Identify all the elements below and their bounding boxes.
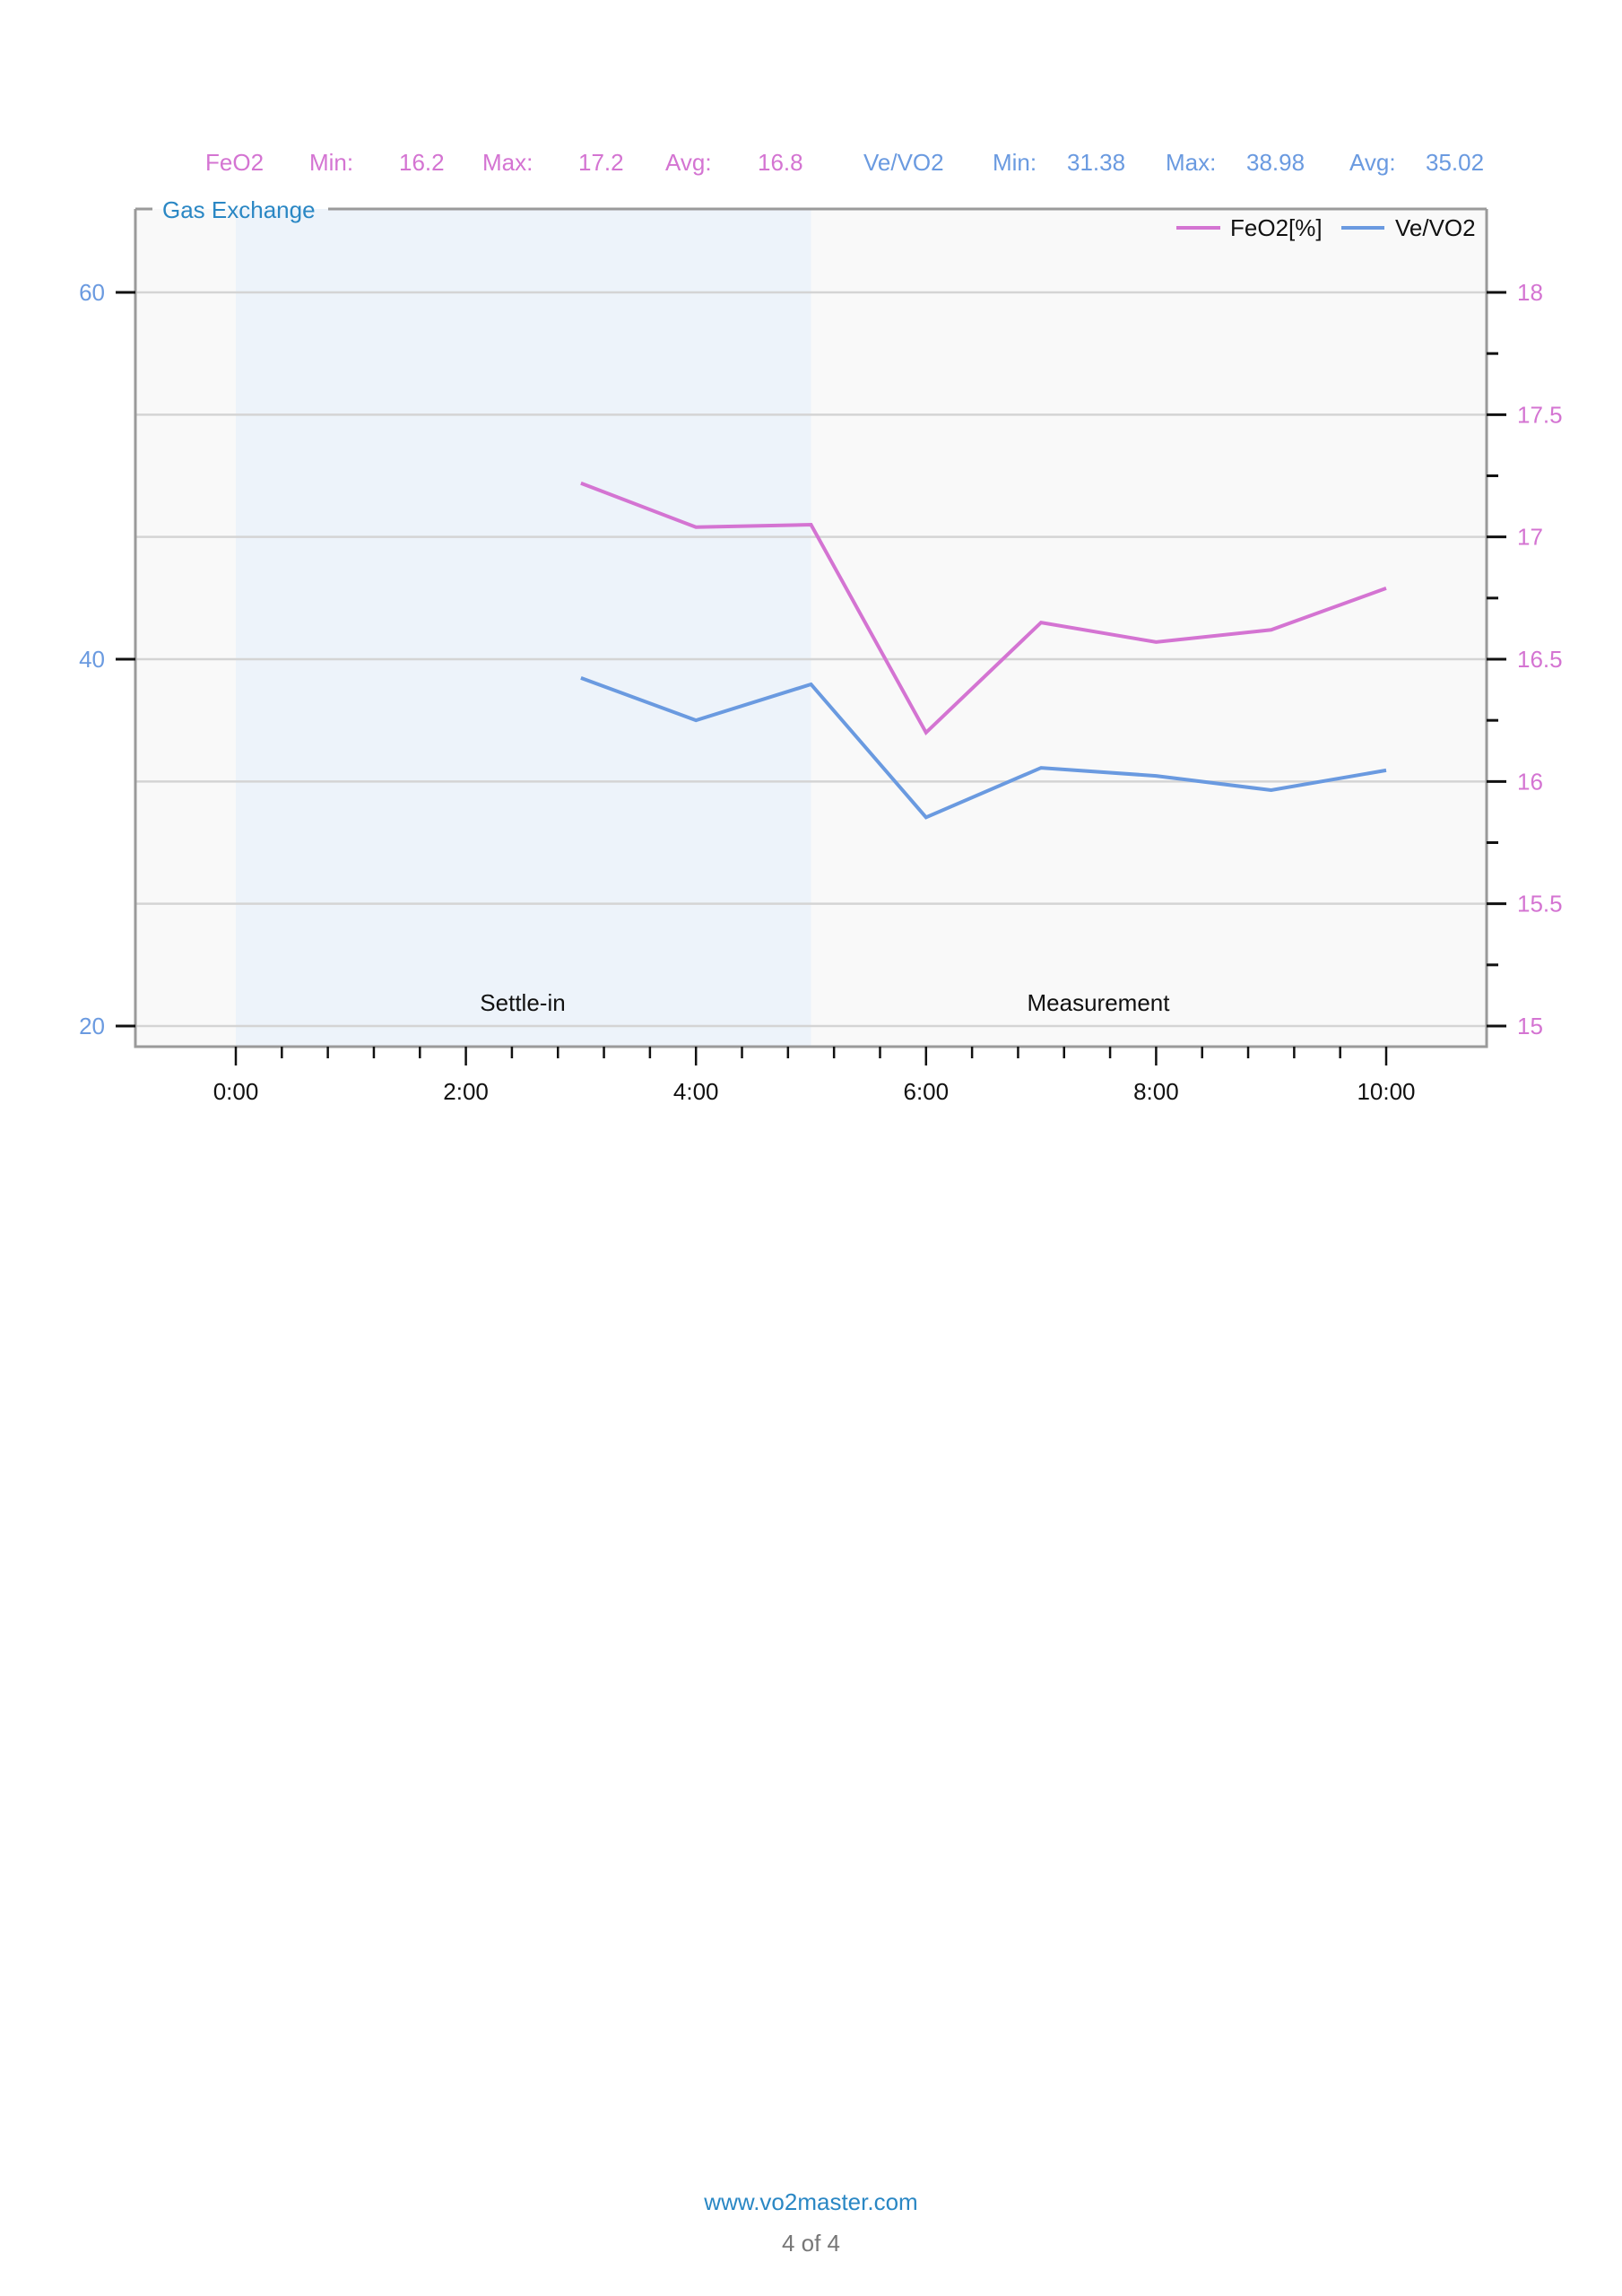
y-right-tick-label: 15: [1517, 1013, 1543, 1039]
stats-header: FeO2 Min: 16.2 Max: 17.2 Avg: 16.8 Ve/VO…: [205, 149, 1484, 176]
x-tick-label: 2:00: [443, 1078, 489, 1105]
settle-in-shade: [236, 209, 811, 1047]
vevo2-max-label: Max:: [1166, 149, 1216, 176]
phase-label: Settle-in: [480, 989, 565, 1016]
vevo2-stats-name: Ve/VO2: [863, 149, 944, 176]
feo2-min-value: 16.2: [399, 149, 445, 176]
x-tick-label: 6:00: [903, 1078, 949, 1105]
vevo2-stats: Ve/VO2 Min: 31.38 Max: 38.98 Avg: 35.02: [863, 149, 1484, 176]
phase-label: Measurement: [1028, 989, 1171, 1016]
y-right-tick-label: 17.5: [1517, 401, 1563, 428]
y-right-tick-label: 18: [1517, 279, 1543, 306]
feo2-avg-label: Avg:: [665, 149, 712, 176]
feo2-max-label: Max:: [482, 149, 533, 176]
vevo2-max-value: 38.98: [1246, 149, 1305, 176]
page-number: 4 of 4: [781, 2230, 841, 2257]
y-right-tick-label: 16.5: [1517, 646, 1563, 673]
feo2-max-value: 17.2: [578, 149, 624, 176]
legend: FeO2[%] Ve/VO2: [1176, 214, 1476, 241]
gas-exchange-chart: FeO2 Min: 16.2 Max: 17.2 Avg: 16.8 Ve/VO…: [79, 149, 1563, 1105]
feo2-min-label: Min:: [309, 149, 353, 176]
legend-vevo2-label: Ve/VO2: [1395, 214, 1476, 241]
x-tick-label: 10:00: [1357, 1078, 1415, 1105]
y-left-tick-label: 60: [79, 279, 105, 306]
y-left-tick-label: 20: [79, 1013, 105, 1039]
phase-labels: Settle-in Measurement: [480, 989, 1170, 1016]
vevo2-avg-label: Avg:: [1349, 149, 1396, 176]
vevo2-line: [580, 676, 1387, 820]
feo2-stats-name: FeO2: [205, 149, 264, 176]
y-right-tick-label: 16: [1517, 768, 1543, 795]
y-right-tick-label: 15.5: [1517, 891, 1563, 918]
feo2-line: [580, 481, 1387, 736]
y-right-tick-label: 17: [1517, 524, 1543, 551]
vevo2-min-label: Min:: [993, 149, 1037, 176]
y-left-tick-label: 40: [79, 646, 105, 673]
vevo2-min-value: 31.38: [1067, 149, 1125, 176]
feo2-stats: FeO2 Min: 16.2 Max: 17.2 Avg: 16.8: [205, 149, 803, 176]
footer-url-link[interactable]: www.vo2master.com: [704, 2188, 918, 2215]
legend-feo2-label: FeO2[%]: [1230, 214, 1323, 241]
chart-title: Gas Exchange: [162, 196, 316, 223]
grid-lines: [135, 291, 1487, 1028]
x-tick-label: 4:00: [673, 1078, 719, 1105]
axes: 20 40 60 15 15.5 16 16.5 17 17.5 18 0:00 2:00 4:00 6:…: [79, 279, 1563, 1105]
feo2-avg-value: 16.8: [758, 149, 803, 176]
data-series: [580, 481, 1387, 820]
x-tick-label: 0:00: [213, 1078, 259, 1105]
plot-frame: [134, 209, 1488, 1048]
x-tick-label: 8:00: [1133, 1078, 1179, 1105]
vevo2-avg-value: 35.02: [1426, 149, 1484, 176]
